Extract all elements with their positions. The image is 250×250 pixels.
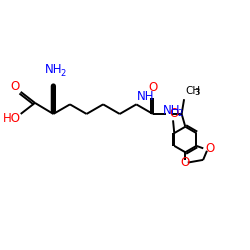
Text: O: O xyxy=(148,80,158,94)
Text: O: O xyxy=(181,156,190,169)
Text: NH: NH xyxy=(137,90,154,103)
Text: 2: 2 xyxy=(178,109,183,118)
Text: HO: HO xyxy=(2,112,21,125)
Text: NH: NH xyxy=(163,104,180,117)
Text: O: O xyxy=(169,107,178,120)
Text: 2: 2 xyxy=(60,68,66,78)
Text: CH: CH xyxy=(185,86,200,96)
Text: 3: 3 xyxy=(194,88,200,98)
Text: O: O xyxy=(10,80,20,94)
Text: NH: NH xyxy=(44,63,62,76)
Text: O: O xyxy=(206,142,215,155)
